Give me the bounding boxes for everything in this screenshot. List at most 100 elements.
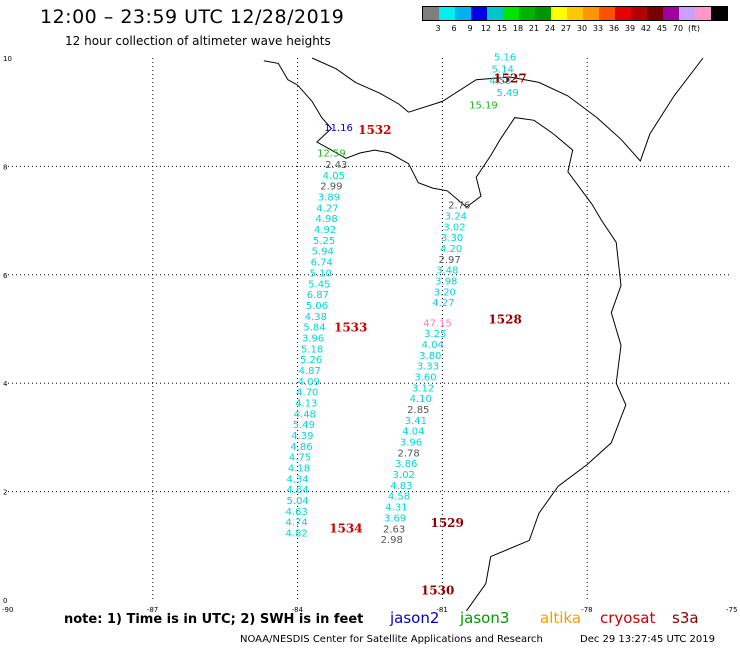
- wave-height-label: 3.89: [318, 193, 340, 204]
- coastline-costa-rica: [311, 57, 409, 113]
- wave-height-label: 2.85: [407, 405, 429, 416]
- wave-height-label: 4.39: [291, 431, 313, 442]
- legend-swatch: [599, 7, 615, 20]
- map-subtitle: 12 hour collection of altimeter wave hei…: [65, 34, 331, 48]
- wave-height-label: 11.16: [324, 123, 353, 134]
- wave-height-label: 5.94: [312, 247, 334, 258]
- wave-height-label: 4.74: [285, 518, 307, 529]
- wave-height-label: 15.19: [469, 100, 498, 111]
- footer-note: note: 1) Time is in UTC; 2) SWH is in fe…: [64, 612, 364, 627]
- wave-height-label: 3.60: [414, 373, 436, 384]
- legend-unit: (ft): [688, 24, 701, 33]
- wave-height-label: 3.20: [434, 287, 456, 298]
- legend-value: 21: [528, 24, 540, 33]
- wave-height-label: 5.84: [303, 323, 325, 334]
- legend-swatch: [439, 7, 455, 20]
- wave-height-label: 3.48: [436, 266, 458, 277]
- wave-height-label: 4.98: [315, 214, 337, 225]
- coastline: [263, 60, 627, 612]
- lon-tick-label: -81: [436, 606, 447, 614]
- wave-height-label: 4.05: [323, 171, 345, 182]
- orbit-number-label: 1533: [334, 321, 367, 335]
- orbit-number-label: 1532: [358, 123, 391, 137]
- legend-value: 70: [672, 24, 684, 33]
- wave-height-label: 4.04: [422, 340, 444, 351]
- wave-height-label: 3.98: [435, 277, 457, 288]
- wave-height-label: 4.75: [289, 453, 311, 464]
- lat-tick-label: 8: [3, 163, 7, 171]
- legend-value: 18: [512, 24, 524, 33]
- wave-height-label: 2.99: [320, 182, 342, 193]
- lon-tick-label: -84: [292, 606, 304, 614]
- legend-value: 30: [576, 24, 588, 33]
- wave-height-label: 5.18: [301, 344, 323, 355]
- orbit-number-label: 1529: [430, 516, 463, 530]
- lon-tick-label: -90: [2, 606, 13, 614]
- legend-value: 6: [451, 24, 457, 33]
- legend-value: 33: [592, 24, 604, 33]
- lat-tick-label: 6: [3, 272, 8, 280]
- legend-swatch: [423, 7, 439, 20]
- wave-height-label: 2.98: [381, 535, 403, 546]
- wave-height-label: 4.48: [294, 409, 316, 420]
- orbit-number-label: 1527: [493, 71, 526, 85]
- wave-height-label: 4.63: [285, 507, 307, 518]
- satellite-name: jason2: [390, 609, 440, 627]
- generated-timestamp: Dec 29 13:27:45 UTC 2019: [580, 634, 715, 645]
- wave-height-label: 5.49: [496, 88, 518, 99]
- wave-height-label: 4.04: [402, 427, 424, 438]
- color-legend: 3 6 9 12 15 18 21 24 27 30 33 36 39 42 45 70 (ft): [422, 6, 728, 33]
- wave-height-label: 4.34: [286, 474, 308, 485]
- wave-height-label: 3.30: [441, 233, 463, 244]
- orbit-number-label: 1528: [488, 313, 521, 327]
- wave-height-label: 4.38: [305, 312, 327, 323]
- wave-height-label: 4.27: [432, 298, 454, 309]
- wave-height-label: 4.92: [314, 225, 336, 236]
- credit-line: NOAA/NESDIS Center for Satellite Applica…: [240, 634, 543, 645]
- legend-labels: 3 6 9 12 15 18 21 24 27 30 33 36 39 42 45 70 (ft): [422, 21, 728, 33]
- wave-height-label: 2.43: [325, 160, 347, 171]
- wave-height-label: 12.59: [317, 149, 346, 160]
- lat-tick-label: 0: [3, 597, 7, 605]
- wave-height-label: 3.02: [393, 470, 415, 481]
- satellite-name: s3a: [672, 609, 699, 627]
- legend-value: 12: [480, 24, 492, 33]
- wave-height-label: 4.27: [316, 203, 338, 214]
- wave-height-label: 3.96: [302, 334, 324, 345]
- wave-height-label: 5.26: [300, 355, 322, 366]
- legend-swatch: [647, 7, 663, 20]
- wave-height-label: 3.96: [400, 438, 422, 449]
- legend-value: 24: [544, 24, 556, 33]
- legend-value: 27: [560, 24, 572, 33]
- legend-swatch: [695, 7, 711, 20]
- lon-tick-label: -87: [147, 606, 158, 614]
- wave-height-label: 3.80: [419, 351, 441, 362]
- lat-tick-label: 10: [3, 55, 12, 63]
- lon-tick-label: -75: [726, 606, 737, 614]
- wave-height-label: 2.76: [448, 201, 470, 212]
- satellite-name: altika: [540, 609, 582, 627]
- wave-height-label: 5.10: [310, 268, 332, 279]
- legend-value: 9: [467, 24, 473, 33]
- wave-height-label: 3.12: [412, 383, 434, 394]
- wave-height-label: 6.74: [311, 258, 333, 269]
- wave-height-label: 4.10: [410, 394, 432, 405]
- satellite-name: cryosat: [600, 609, 656, 627]
- legend-swatch: [663, 7, 679, 20]
- wave-height-label: 4.70: [296, 388, 318, 399]
- lat-tick-label: 2: [3, 489, 7, 497]
- legend-swatch: [711, 7, 727, 20]
- wave-height-label: 5.16: [494, 53, 516, 64]
- coastline-caribbean: [408, 57, 704, 162]
- satellite-name: jason3: [460, 609, 510, 627]
- wave-height-label: 3.41: [405, 416, 427, 427]
- lon-tick-label: -78: [581, 606, 592, 614]
- wave-height-label: 3.25: [424, 329, 446, 340]
- wave-height-label: 3.24: [445, 212, 467, 223]
- legend-value: 3: [435, 24, 441, 33]
- wave-height-label: 5.14: [492, 65, 514, 76]
- wave-height-label: 2.78: [397, 448, 419, 459]
- legend-swatch: [567, 7, 583, 20]
- wave-height-label: 4.87: [299, 366, 321, 377]
- wave-height-label: 47.15: [423, 318, 452, 329]
